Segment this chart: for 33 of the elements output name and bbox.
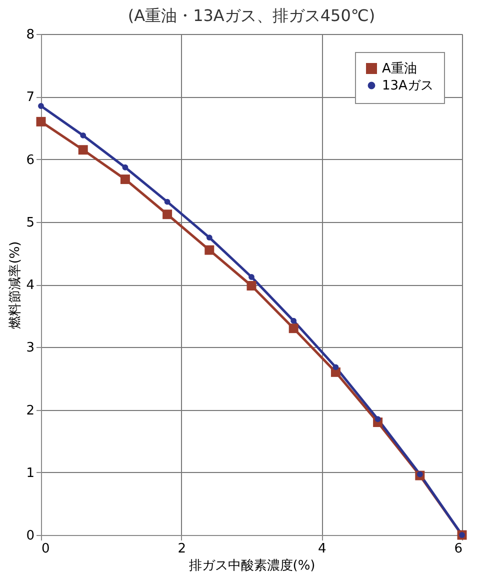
- point: [332, 364, 339, 370]
- chart-title: (A重油・13Aガス、排ガス450℃): [128, 6, 376, 25]
- point: [162, 210, 172, 220]
- point: [38, 103, 44, 109]
- point: [122, 164, 128, 170]
- point: [80, 132, 86, 138]
- legend-label: A重油: [382, 62, 417, 76]
- point: [78, 145, 88, 155]
- point: [206, 234, 212, 240]
- y-tick-label: 4: [26, 278, 34, 293]
- y-tick-label: 0: [26, 528, 34, 544]
- y-axis-title: 燃料節減率(%): [7, 241, 24, 329]
- point: [246, 281, 256, 290]
- point: [36, 116, 46, 126]
- y-tick-label: 5: [26, 215, 34, 230]
- x-axis-title: 排ガス中酸素濃度(%): [188, 558, 316, 574]
- point: [164, 198, 170, 205]
- x-tick-label: 6: [454, 542, 462, 556]
- point: [120, 174, 130, 184]
- y-tick-label: 1: [26, 466, 34, 481]
- point: [248, 274, 254, 280]
- point: [290, 318, 297, 324]
- point: [288, 324, 298, 334]
- x-tick-label: 4: [318, 542, 326, 556]
- x-tick-label: 2: [178, 542, 186, 556]
- y-tick-label: 3: [26, 340, 34, 356]
- y-tick-label: 7: [26, 90, 34, 106]
- point: [204, 245, 214, 255]
- y-tick-label: 8: [26, 28, 34, 42]
- y-tick-label: 6: [26, 152, 34, 168]
- y-tick-label: 2: [26, 403, 34, 418]
- legend-label: 13Aガス: [382, 78, 434, 94]
- x-tick-label: 0: [42, 542, 50, 556]
